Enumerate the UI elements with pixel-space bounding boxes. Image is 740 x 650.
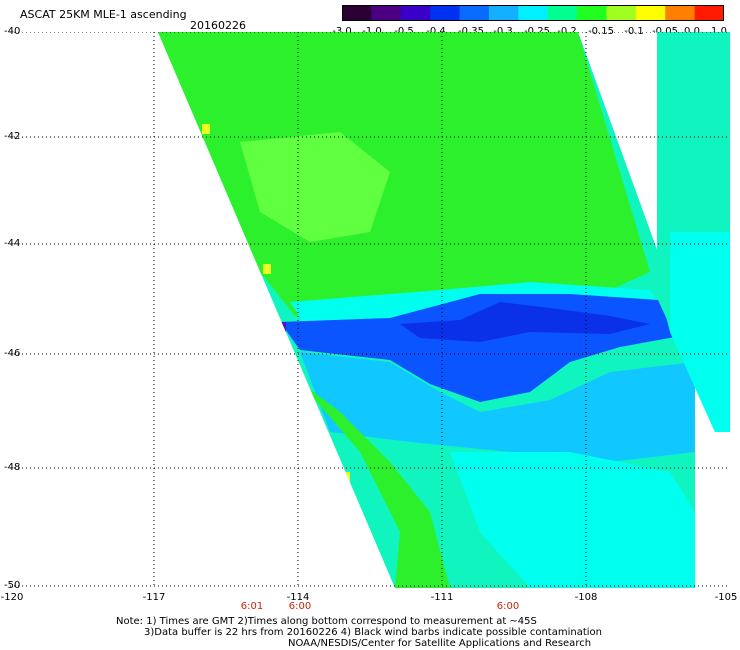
footer-note-1: Note: 1) Times are GMT 2)Times along bot… xyxy=(116,616,537,627)
lower-cyan-region xyxy=(450,452,695,588)
lat-label: -46 xyxy=(4,348,21,359)
yellow-patch xyxy=(202,124,210,134)
colorbar-segment xyxy=(518,5,549,21)
colorbar-segment xyxy=(547,5,578,21)
colorbar-segment xyxy=(606,5,637,21)
footer-credit: NOAA/NESDIS/Center for Satellite Applica… xyxy=(288,638,592,649)
lon-label: -120 xyxy=(0,592,24,603)
lon-label: -117 xyxy=(142,592,166,603)
lon-label: -105 xyxy=(714,592,738,603)
time-label: 6:00 xyxy=(288,601,312,612)
product-date: 20160226 xyxy=(190,19,246,32)
colorbar-segment xyxy=(577,5,607,21)
purple-patch xyxy=(278,322,286,338)
colorbar-tick-label: -0.4 xyxy=(426,26,446,37)
colorbar-tick-label: -0.15 xyxy=(588,26,614,37)
time-label: 6:01 xyxy=(240,601,264,612)
lat-label: -50 xyxy=(4,580,21,591)
lat-label: -42 xyxy=(4,131,21,142)
light-blue-region xyxy=(300,352,695,462)
colorbar-border xyxy=(342,5,724,21)
lon-label: -108 xyxy=(574,592,598,603)
yellow-patch xyxy=(343,472,350,490)
lat-label: -48 xyxy=(4,462,21,473)
colorbar-segment xyxy=(342,5,372,21)
colorbar-tick-label: -1.0 xyxy=(362,26,382,37)
colorbar-segment xyxy=(459,5,490,21)
time-label: 6:00 xyxy=(496,601,520,612)
colorbar-segment xyxy=(665,5,696,21)
colorbar-tick-label: -0.5 xyxy=(394,26,414,37)
colorbar-segment xyxy=(635,5,666,21)
colorbar-tick-label: -0.05 xyxy=(652,26,678,37)
lon-label: -111 xyxy=(430,592,454,603)
lower-green-region xyxy=(300,382,450,588)
colorbar-segment xyxy=(430,5,461,21)
footer-note-2: 3)Data buffer is 22 hrs from 20160226 4)… xyxy=(144,627,602,638)
colorbar-segment xyxy=(694,5,724,21)
map-plot[interactable] xyxy=(10,32,730,588)
graticule xyxy=(10,32,730,588)
lat-label: -40 xyxy=(4,26,21,37)
yellow-patch xyxy=(263,264,271,274)
colorbar-segment xyxy=(371,5,402,21)
light-green-patch xyxy=(240,132,390,242)
swath-main xyxy=(158,32,695,588)
lat-label: -44 xyxy=(4,238,21,249)
colorbar-tick-label: -0.25 xyxy=(524,26,550,37)
product-title: ASCAT 25KM MLE-1 ascending xyxy=(20,8,187,21)
colorbar xyxy=(342,5,724,21)
lon-label: -114 xyxy=(286,592,310,603)
colorbar-segment xyxy=(488,5,519,21)
colorbar-tick-label: 0.0 xyxy=(684,26,700,37)
colorbar-segment xyxy=(400,5,431,21)
dark-blue-core xyxy=(400,302,650,342)
green-region xyxy=(158,32,650,316)
